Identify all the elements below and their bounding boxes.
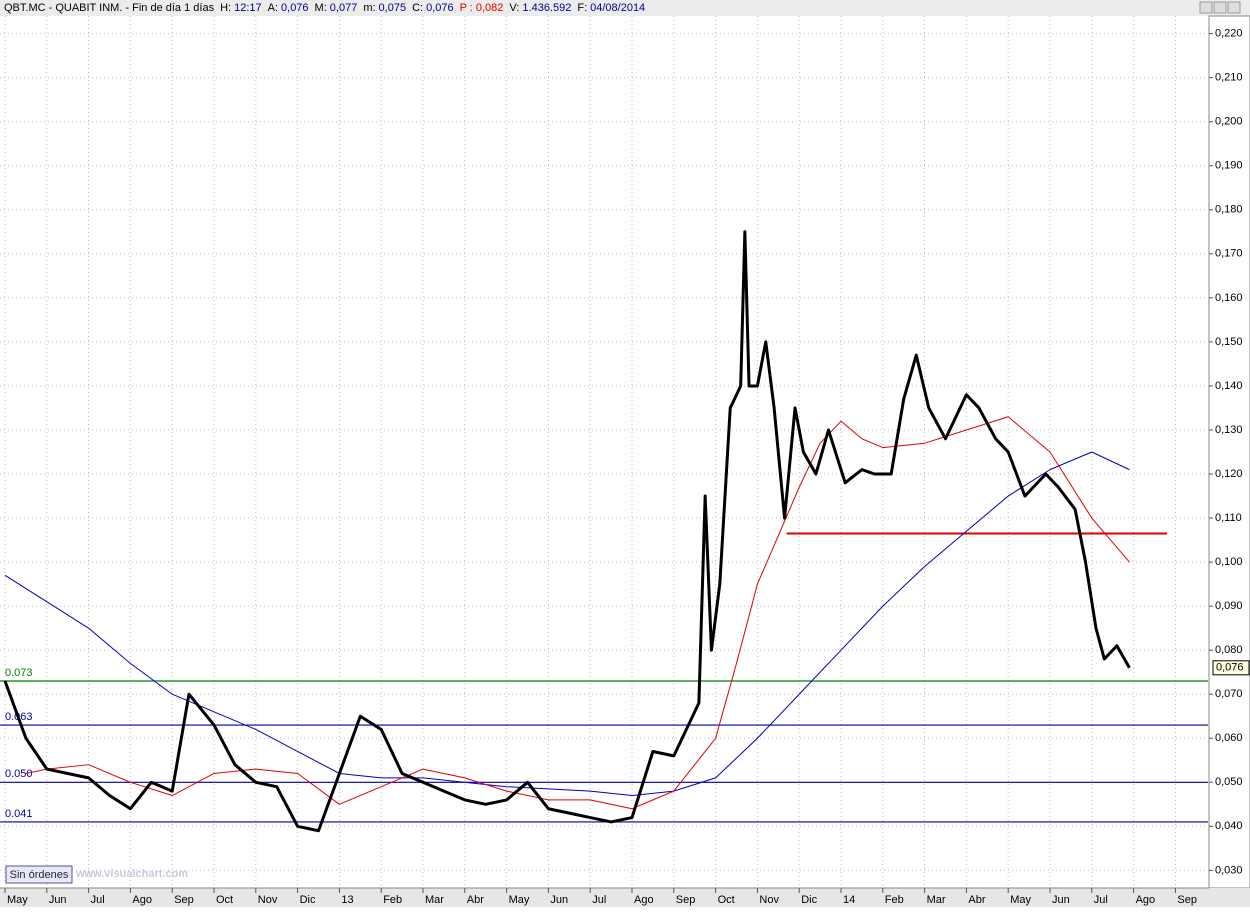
- y-tick-label: 0,080: [1215, 644, 1243, 656]
- y-tick-label: 0,160: [1215, 292, 1243, 304]
- y-tick-label: 0,190: [1215, 160, 1243, 172]
- header-field-label: P :: [460, 2, 473, 14]
- y-tick-label: 0,150: [1215, 336, 1243, 348]
- header-field-label: H:: [220, 2, 231, 14]
- x-tick-label: Sep: [174, 894, 194, 906]
- y-tick-label: 0,180: [1215, 204, 1243, 216]
- orders-button-label[interactable]: Sin órdenes: [10, 869, 69, 881]
- header-field-label: C:: [412, 2, 423, 14]
- x-tick-label: 14: [843, 894, 855, 906]
- header-bar: [0, 0, 1250, 16]
- orders-button[interactable]: [5, 865, 73, 884]
- x-tick-label: Oct: [216, 894, 233, 906]
- x-tick-label: Dic: [801, 894, 817, 906]
- header-title: QBT.MC - QUABIT INM. - Fin de día 1 días: [4, 2, 215, 14]
- x-tick-label: Nov: [759, 894, 779, 906]
- y-tick-label: 0,140: [1215, 380, 1243, 392]
- x-tick-label: Sep: [1177, 894, 1197, 906]
- header-field-label: V:: [509, 2, 519, 14]
- header-field-label: A:: [268, 2, 278, 14]
- y-tick-label: 0,110: [1215, 512, 1242, 524]
- x-tick-label: May: [1010, 894, 1031, 906]
- y-axis-panel: [1208, 15, 1250, 889]
- y-tick-label: 0,060: [1215, 732, 1243, 744]
- price-line: [25, 416, 1130, 810]
- header-field-value: 0,076: [426, 2, 454, 14]
- x-tick-label: Jun: [1052, 894, 1070, 906]
- close[interactable]: [1227, 1, 1241, 14]
- maximize[interactable]: [1213, 1, 1227, 14]
- y-tick-label: 0,050: [1215, 776, 1243, 788]
- x-tick-label: Mar: [425, 894, 444, 906]
- header-field-label: F:: [577, 2, 587, 14]
- header-field-value: 1.436.592: [522, 2, 571, 14]
- y-tick-label: 0,030: [1215, 864, 1243, 876]
- x-tick-label: Nov: [258, 894, 278, 906]
- x-tick-label: May: [509, 894, 530, 906]
- y-tick-label: 0,130: [1215, 424, 1243, 436]
- header-field-value: 0,076: [281, 2, 309, 14]
- y-tick-label: 0,070: [1215, 688, 1243, 700]
- x-tick-label: Jun: [49, 894, 67, 906]
- x-tick-label: Ago: [634, 894, 654, 906]
- header-field-label: M:: [315, 2, 327, 14]
- x-tick-label: Jul: [91, 894, 105, 906]
- x-tick-label: 13: [341, 894, 353, 906]
- x-tick-label: Oct: [718, 894, 735, 906]
- level-label: 0.050: [5, 768, 33, 780]
- header-field-value: 12:17: [234, 2, 262, 14]
- header-field-value: 0,082: [476, 2, 504, 14]
- x-axis-panel: [0, 888, 1250, 907]
- y-tick-label: 0,090: [1215, 600, 1243, 612]
- header-field-value: 0,077: [330, 2, 358, 14]
- x-tick-label: May: [7, 894, 28, 906]
- header-text: QBT.MC - QUABIT INM. - Fin de día 1 días…: [4, 2, 645, 14]
- level-label: 0.041: [5, 808, 33, 820]
- header-field-value: 04/08/2014: [590, 2, 645, 14]
- watermark: www.visualchart.com: [75, 868, 188, 880]
- x-tick-label: Jul: [592, 894, 606, 906]
- x-tick-label: Ago: [132, 894, 152, 906]
- x-tick-label: Feb: [885, 894, 904, 906]
- x-tick-label: Feb: [383, 894, 402, 906]
- y-tick-label: 0,170: [1215, 248, 1243, 260]
- price-line: [4, 451, 1130, 797]
- price-line: [3, 230, 1131, 833]
- y-tick-label: 0,100: [1215, 556, 1243, 568]
- level-label: 0.073: [5, 667, 33, 679]
- x-tick-label: Jul: [1094, 894, 1108, 906]
- x-tick-label: Abr: [968, 894, 985, 906]
- x-tick-label: Dic: [300, 894, 316, 906]
- x-tick-label: Ago: [1136, 894, 1156, 906]
- y-tick-label: 0,040: [1215, 820, 1243, 832]
- x-tick-label: Abr: [467, 894, 484, 906]
- x-tick-label: Jun: [550, 894, 568, 906]
- x-tick-label: Mar: [927, 894, 946, 906]
- y-tick-label: 0,210: [1215, 72, 1243, 84]
- last-price-label: 0,076: [1216, 662, 1244, 674]
- header-field-value: 0,075: [379, 2, 407, 14]
- x-tick-label: Sep: [676, 894, 696, 906]
- minimize[interactable]: [1199, 1, 1213, 14]
- header-field-label: m:: [363, 2, 375, 14]
- y-tick-label: 0,200: [1215, 116, 1243, 128]
- window-buttons[interactable]: [1199, 1, 1241, 14]
- y-tick-label: 0,120: [1215, 468, 1243, 480]
- y-tick-label: 0,220: [1215, 28, 1243, 40]
- last-price-box: [1212, 660, 1250, 676]
